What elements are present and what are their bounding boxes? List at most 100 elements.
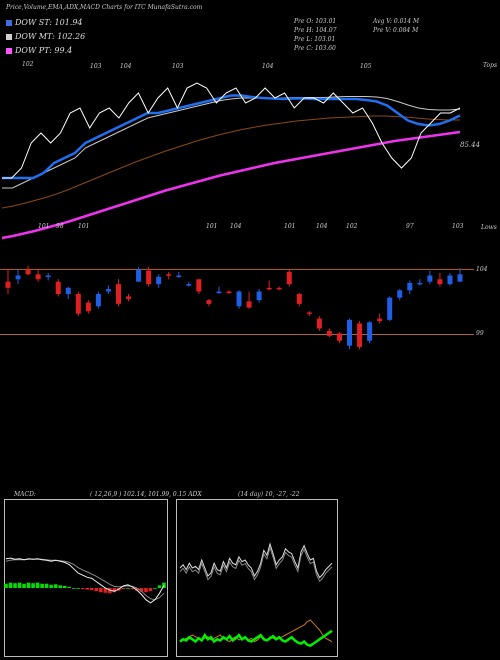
macd-histogram-bar <box>26 582 31 588</box>
tops-label: Tops <box>483 62 498 69</box>
candle-body <box>447 275 453 285</box>
candle-body <box>176 275 182 278</box>
candle-body <box>286 271 292 285</box>
macd-histogram-bar <box>71 588 76 589</box>
macd-histogram-bar <box>40 583 44 588</box>
macd-histogram-bar <box>35 582 40 588</box>
top-label: 103 <box>172 63 184 70</box>
low-label: 104 <box>316 223 328 230</box>
low-label: 102 <box>346 223 358 230</box>
low-label: 103 <box>452 223 464 230</box>
ema-long-line <box>1 115 460 209</box>
candle-body <box>55 281 61 294</box>
lows-label: Lows <box>481 224 497 231</box>
candle-body <box>437 279 443 285</box>
macd-histogram-bar <box>126 588 130 589</box>
macd-histogram-bar <box>130 588 135 590</box>
candle-body <box>186 284 192 286</box>
ema-short-line <box>2 94 461 180</box>
ohlc-close: Pre C: 103.60 <box>294 45 336 52</box>
macd-label: MACD: <box>14 491 36 498</box>
macd-histogram-bar <box>4 583 8 588</box>
macd-values: ( 12,26,9 ) 102.14, 101.99, 0.15 ADX <box>90 491 202 498</box>
price-line <box>2 82 461 179</box>
adx-panel <box>176 499 338 657</box>
top-label: 104 <box>120 63 132 70</box>
candle-body <box>75 294 81 314</box>
ema-dow-line <box>1 130 461 240</box>
candle-body <box>105 289 111 292</box>
macd-histogram-bar <box>31 583 35 588</box>
candle-body <box>367 322 373 341</box>
candle-body <box>296 294 302 304</box>
macd-histogram-bar <box>94 588 99 592</box>
candle-body <box>35 274 41 280</box>
low-label: 101 <box>284 223 295 230</box>
candle-body <box>216 291 222 294</box>
macd-panel <box>4 499 168 657</box>
macd-histogram-bar <box>108 588 112 594</box>
top-label: 105 <box>360 63 372 70</box>
ohlc-open: Pre O: 103.01 <box>294 18 337 25</box>
candle-body <box>156 276 162 285</box>
macd-histogram-bar <box>67 586 71 588</box>
adx-line-secondary <box>179 545 333 583</box>
macd-histogram-bar <box>58 585 62 588</box>
macd-histogram-bar <box>139 588 144 592</box>
candle-body <box>306 312 312 314</box>
candle-body <box>65 287 71 294</box>
adx-di-plus-line <box>179 629 333 648</box>
adx-line <box>179 542 333 579</box>
candle-body <box>457 274 463 282</box>
low-label: 101 <box>38 223 49 230</box>
macd-histogram-bar <box>99 588 103 593</box>
candle-body <box>407 282 413 291</box>
top-label: 103 <box>90 63 102 70</box>
chart-title: Price,Volume,EMA,ADX,MACD Charts for ITC… <box>6 4 203 11</box>
candle-body <box>347 319 353 346</box>
macd-histogram-bar <box>44 583 49 588</box>
candle-body <box>326 330 332 336</box>
candle-body <box>387 297 393 320</box>
adx-di-minus-line <box>179 619 333 643</box>
macd-histogram-bar <box>49 584 53 588</box>
macd-histogram-bar <box>144 588 148 593</box>
candle-body <box>206 300 212 304</box>
candle-body <box>126 296 132 299</box>
candle-body <box>115 284 121 304</box>
macd-histogram-bar <box>8 582 13 588</box>
macd-histogram-bar <box>135 588 139 591</box>
candle-body <box>45 275 51 278</box>
candle-body <box>246 301 252 308</box>
candle-body <box>256 291 262 301</box>
level-104-label: 104 <box>476 266 488 273</box>
legend-dow-pt: DOW PT: 99.4 <box>6 46 72 55</box>
candle-body <box>5 281 11 288</box>
candle-body <box>146 270 152 285</box>
macd-histogram-bar <box>80 588 85 590</box>
macd-histogram-bar <box>89 588 94 591</box>
candle-body <box>15 275 21 280</box>
candle-body <box>357 323 363 347</box>
low-label: 98 <box>56 223 64 230</box>
candle-body <box>166 274 172 276</box>
macd-histogram-bar <box>157 585 162 588</box>
macd-histogram-bar <box>53 584 58 588</box>
legend-dow-mt: DOW MT: 102.26 <box>6 32 85 41</box>
candle-body <box>266 287 272 290</box>
low-label: 97 <box>406 223 414 230</box>
candle-body <box>236 291 242 307</box>
macd-histogram-bar <box>22 583 26 588</box>
macd-histogram-bar <box>153 588 157 589</box>
candle-body <box>25 269 31 275</box>
ohlc-low: Pre L: 103.01 <box>294 36 336 43</box>
candle-body <box>276 287 282 290</box>
legend-dow-st: DOW ST: 101.94 <box>6 18 83 27</box>
low-label: 104 <box>230 223 242 230</box>
low-label: 101 <box>206 223 217 230</box>
candle-body <box>377 318 383 322</box>
low-label: 101 <box>78 223 89 230</box>
legend-swatch-mt <box>6 34 12 40</box>
pre-volume: Pre V: 0.084 M <box>373 27 419 34</box>
